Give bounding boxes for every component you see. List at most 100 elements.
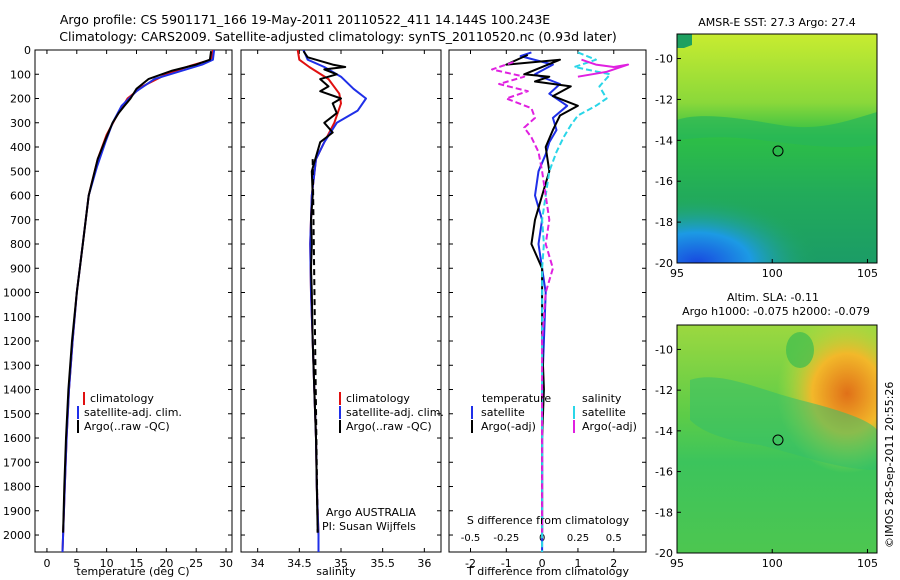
diff-legend-sal-argo: Argo(-adj) xyxy=(582,420,637,433)
map-lat-tick-label: -12 xyxy=(655,93,673,106)
map-lat-tick-label: -10 xyxy=(655,343,673,356)
s-diff-tick-label: 0.25 xyxy=(567,533,589,544)
s-difference-label: S difference from climatology xyxy=(467,514,630,527)
series-line-salinity-argo-adj-surface xyxy=(577,58,630,78)
x-tick-label: 0 xyxy=(43,557,50,570)
x-tick-label: 35.5 xyxy=(370,557,395,570)
sla-map-title-line2: Argo h1000: -0.075 h2000: -0.079 xyxy=(682,305,870,318)
diff-legend-salinity-title: salinity xyxy=(582,392,622,405)
diff-legend-temperature-title: temperature xyxy=(482,392,551,405)
salinity-plot-frame xyxy=(240,49,442,553)
x-tick-label: 35 xyxy=(334,557,348,570)
map-lon-tick-label: 105 xyxy=(857,557,878,570)
series-line-satellite-adj-clim xyxy=(61,50,216,552)
map-lat-tick-label: -14 xyxy=(655,134,673,147)
x-tick-label: 36 xyxy=(417,557,431,570)
argo-pi-annotation: PI: Susan Wijffels xyxy=(322,520,416,533)
series-line-argo-raw-qc xyxy=(302,50,347,533)
series-line-climatology xyxy=(61,50,214,552)
series-line-salinity-argo-adj xyxy=(491,61,554,533)
map-lat-tick-label: -18 xyxy=(655,506,673,519)
sla-map-title-line1: Altim. SLA: -0.11 xyxy=(727,291,819,304)
s-diff-tick-label: 0.5 xyxy=(606,533,622,544)
sla-map xyxy=(677,325,877,553)
series-line-temperature-satellite xyxy=(519,51,569,552)
x-tick-label: -2 xyxy=(465,557,476,570)
argo-program-annotation: Argo AUSTRALIA xyxy=(326,506,416,519)
depth-tick-label: 1800 xyxy=(3,481,31,494)
diff-legend-temp-argo: Argo(-adj) xyxy=(481,420,536,433)
sal-legend-satellite: satellite-adj. clim. xyxy=(346,406,444,419)
diff-legend-temp-satellite: satellite xyxy=(481,406,525,419)
map-lat-tick-label: -16 xyxy=(655,175,673,188)
t-difference-label: T difference from climatology xyxy=(466,565,629,578)
x-tick-label: -1 xyxy=(501,557,512,570)
sst-map xyxy=(677,34,877,263)
x-tick-label: 25 xyxy=(189,557,203,570)
sla-argo-location-marker xyxy=(772,434,784,446)
depth-tick-label: 0 xyxy=(24,44,31,57)
x-tick-label: 30 xyxy=(219,557,233,570)
diff-legend-sal-satellite: satellite xyxy=(582,406,626,419)
depth-tick-label: 1400 xyxy=(3,384,31,397)
map-lon-tick-label: 95 xyxy=(670,267,684,280)
sla-map-frame xyxy=(676,324,878,554)
x-tick-label: 15 xyxy=(129,557,143,570)
depth-tick-label: 100 xyxy=(10,68,31,81)
sst-map-title: AMSR-E SST: 27.3 Argo: 27.4 xyxy=(698,16,856,29)
depth-tick-label: 800 xyxy=(10,238,31,251)
difference-legend: temperature salinity satellite Argo(-adj… xyxy=(471,392,637,433)
sal-legend-argo: Argo(..raw -QC) xyxy=(346,420,432,433)
map-lon-tick-label: 100 xyxy=(762,267,783,280)
temp-legend-climatology: climatology xyxy=(90,392,154,405)
temperature-legend: climatology satellite-adj. clim. Argo(..… xyxy=(77,392,182,433)
depth-tick-label: 500 xyxy=(10,165,31,178)
sst-argo-location-marker xyxy=(772,145,784,157)
depth-tick-label: 2000 xyxy=(3,529,31,542)
depth-tick-label: 900 xyxy=(10,262,31,275)
map-lat-tick-label: -16 xyxy=(655,466,673,479)
depth-tick-label: 1100 xyxy=(3,311,31,324)
figure-title-line2: Climatology: CARS2009. Satellite-adjuste… xyxy=(59,29,616,44)
sst-map-frame xyxy=(676,33,878,264)
s-diff-tick-label: -0.5 xyxy=(461,533,481,544)
map-lat-tick-label: -12 xyxy=(655,384,673,397)
depth-tick-label: 700 xyxy=(10,214,31,227)
series-line-argo-adjusted xyxy=(311,159,319,533)
figure-title-line1: Argo profile: CS 5901171_166 19-May-2011… xyxy=(60,12,550,27)
map-lon-tick-label: 95 xyxy=(670,557,684,570)
temperature-plot-frame xyxy=(34,49,233,553)
map-lat-tick-label: -10 xyxy=(655,53,673,66)
series-line-argo-raw-qc xyxy=(62,51,213,533)
depth-tick-label: 200 xyxy=(10,93,31,106)
salinity-legend: climatology satellite-adj. clim. Argo(..… xyxy=(339,392,444,433)
x-tick-label: 20 xyxy=(159,557,173,570)
map-lat-tick-label: -20 xyxy=(655,547,673,560)
map-lat-tick-label: -14 xyxy=(655,425,673,438)
imos-credit: ©IMOS 28-Sep-2011 20:55:26 xyxy=(883,382,896,548)
map-lon-tick-label: 100 xyxy=(762,557,783,570)
depth-tick-label: 300 xyxy=(10,117,31,130)
temperature-x-label: temperature (deg C) xyxy=(76,565,189,578)
depth-tick-label: 1200 xyxy=(3,335,31,348)
x-tick-label: 0 xyxy=(539,557,546,570)
difference-plot-frame xyxy=(448,49,647,553)
temp-legend-satellite: satellite-adj. clim. xyxy=(84,406,182,419)
x-tick-label: 5 xyxy=(73,557,80,570)
depth-tick-label: 1700 xyxy=(3,456,31,469)
depth-tick-label: 600 xyxy=(10,190,31,203)
salinity-x-label: salinity xyxy=(316,565,356,578)
x-tick-label: 1 xyxy=(574,557,581,570)
sal-legend-climatology: climatology xyxy=(346,392,410,405)
x-tick-label: 10 xyxy=(100,557,114,570)
depth-tick-label: 1600 xyxy=(3,432,31,445)
map-lon-tick-label: 105 xyxy=(857,267,878,280)
depth-tick-label: 400 xyxy=(10,141,31,154)
depth-tick-label: 1000 xyxy=(3,287,31,300)
temp-legend-argo: Argo(..raw -QC) xyxy=(84,420,170,433)
series-line-salinity-satellite xyxy=(541,51,612,552)
x-tick-label: 34.5 xyxy=(287,557,312,570)
depth-tick-label: 1900 xyxy=(3,505,31,518)
x-tick-label: 34 xyxy=(251,557,265,570)
